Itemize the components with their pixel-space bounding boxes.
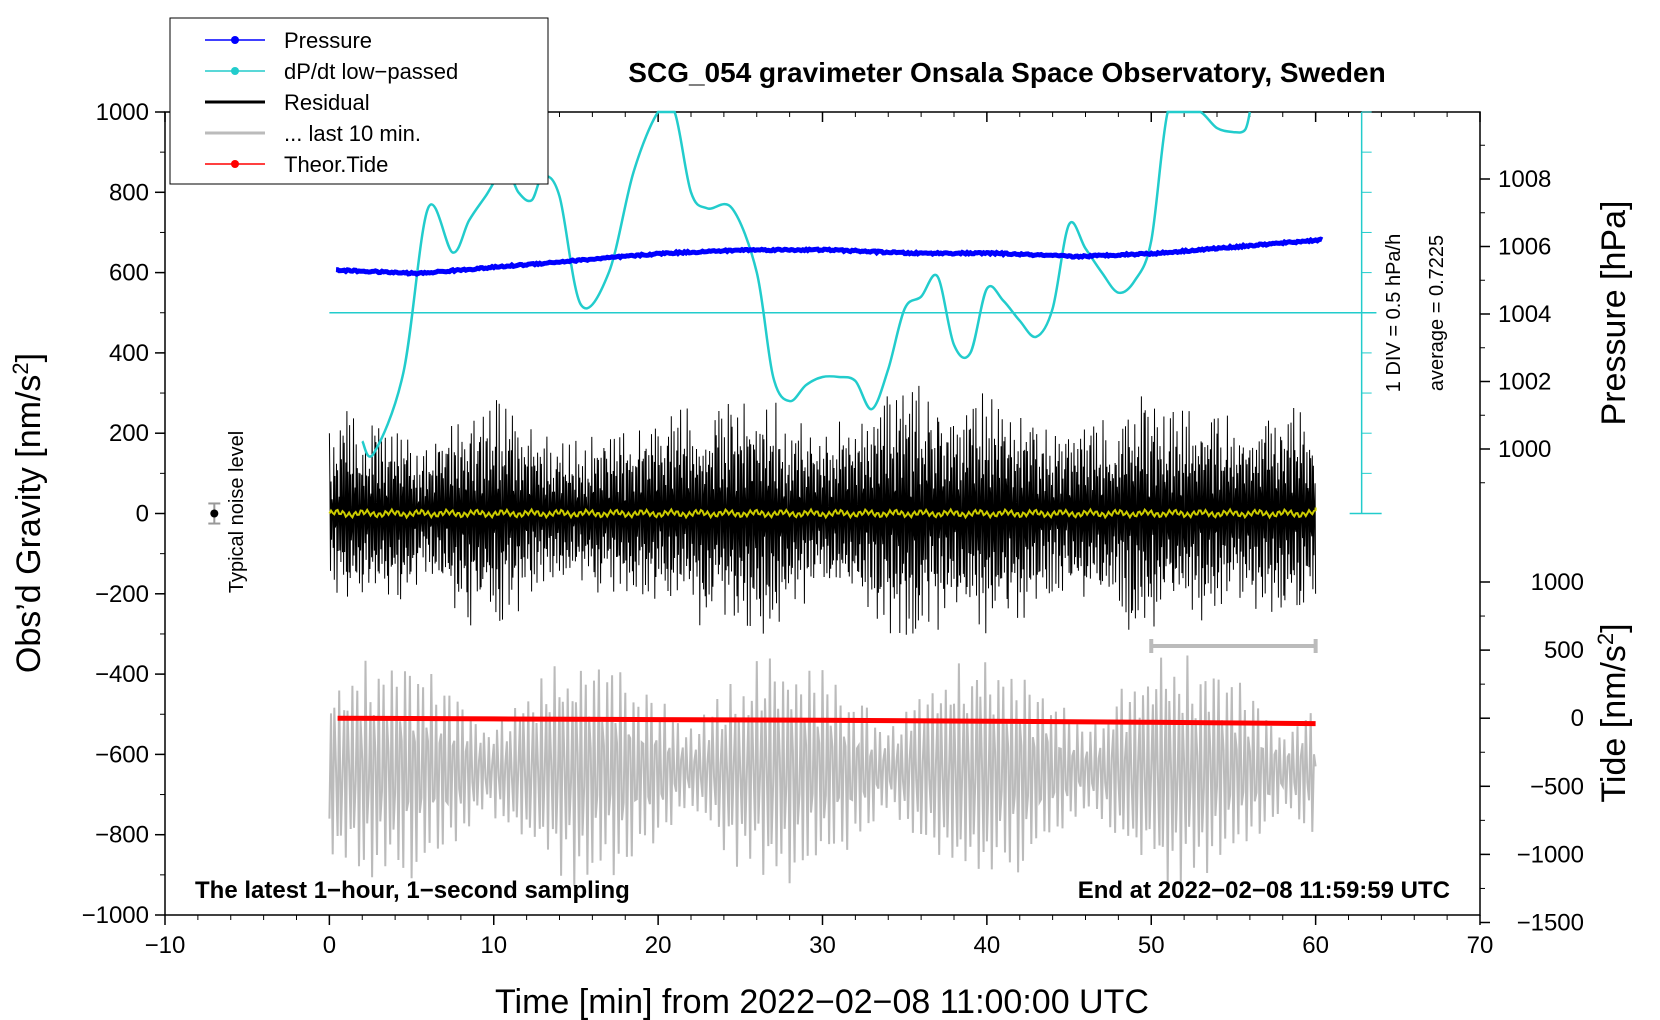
y-tick-label: −1000 xyxy=(82,902,149,929)
x-tick-label: 60 xyxy=(1302,932,1329,959)
x-tick-label: −10 xyxy=(145,932,186,959)
x-tick-label: 30 xyxy=(809,932,836,959)
y-tick-label: 400 xyxy=(109,340,149,367)
series-dpdt-low-passed xyxy=(361,110,1252,458)
tide-tick-label: 0 xyxy=(1571,705,1584,732)
y-axis-title-pressure: Pressure [hPa] xyxy=(1595,201,1633,426)
tide-axis-ticks: 1000 500 0 −500 −1000 −1500 xyxy=(1480,569,1584,937)
x-tick-label: 20 xyxy=(645,932,672,959)
tide-tick-label: 500 xyxy=(1544,637,1584,664)
y-tick-label: 1000 xyxy=(96,99,149,126)
x-tick-label: 70 xyxy=(1467,932,1494,959)
legend: Pressure dP/dt low−passed Residual ... last… xyxy=(205,28,458,177)
div-label: 1 DIV = 0.5 hPa/h xyxy=(1383,234,1405,392)
legend-marker xyxy=(231,67,239,75)
pressure-tick-label: 1002 xyxy=(1498,369,1551,396)
pressure-tick-label: 1004 xyxy=(1498,301,1551,328)
tide-tick-label: 1000 xyxy=(1531,569,1584,596)
pressure-tick-label: 1006 xyxy=(1498,234,1551,261)
note-end-time: End at 2022−02−08 11:59:59 UTC xyxy=(1078,877,1450,904)
series-residual-smooth xyxy=(328,507,1317,520)
y-tick-label: 600 xyxy=(109,260,149,287)
noise-point xyxy=(210,509,219,518)
y-tick-label: 0 xyxy=(136,501,149,528)
y-axis-ticks-left: 1000 800 600 400 200 0 −200 −400 −600 −800 −1000 xyxy=(82,99,165,929)
y-tick-label: −600 xyxy=(95,741,149,768)
last-10-min-window-bar xyxy=(1149,638,1318,653)
legend-marker xyxy=(231,36,239,44)
legend-label: Residual xyxy=(284,90,370,115)
series-residual xyxy=(328,385,1317,635)
y-tick-label: 200 xyxy=(109,420,149,447)
x-tick-label: 50 xyxy=(1138,932,1165,959)
chart-title: SCG_054 gravimeter Onsala Space Observat… xyxy=(628,57,1385,88)
series-last-10-min xyxy=(328,655,1317,887)
legend-label: Pressure xyxy=(284,28,372,53)
y-tick-label: 800 xyxy=(109,179,149,206)
legend-label: Theor.Tide xyxy=(284,152,388,177)
tide-tick-label: −1500 xyxy=(1517,910,1584,937)
pressure-tick-label: 1008 xyxy=(1498,166,1551,193)
tide-tick-label: −500 xyxy=(1530,773,1584,800)
x-axis-title: Time [min] from 2022−02−08 11:00:00 UTC xyxy=(495,983,1149,1020)
x-tick-label: 10 xyxy=(480,932,507,959)
y-tick-label: −400 xyxy=(95,661,149,688)
series-theor-tide xyxy=(337,715,1316,727)
series-pressure xyxy=(335,236,1324,277)
average-label: average = 0.7225 xyxy=(1426,235,1448,391)
y-axis-title-left: Obs’d Gravity [nm/s2] xyxy=(8,353,48,673)
noise-label: Typical noise level xyxy=(226,431,248,593)
x-tick-label: 0 xyxy=(323,932,336,959)
y-tick-label: −200 xyxy=(95,581,149,608)
note-sampling: The latest 1−hour, 1−second sampling xyxy=(195,877,630,904)
x-axis-ticks: −10 0 10 20 30 40 50 60 70 xyxy=(145,112,1494,959)
pressure-tick-label: 1000 xyxy=(1498,436,1551,463)
legend-marker xyxy=(231,160,239,168)
legend-label: dP/dt low−passed xyxy=(284,59,458,84)
y-tick-label: −800 xyxy=(95,822,149,849)
tide-tick-label: −1000 xyxy=(1517,841,1584,868)
pressure-axis-ticks: 1008 1006 1004 1002 1000 xyxy=(1480,144,1551,484)
legend-label: ... last 10 min. xyxy=(284,121,421,146)
y-axis-title-tide: Tide [nm/s2] xyxy=(1593,623,1633,802)
x-tick-label: 40 xyxy=(974,932,1001,959)
noise-level-marker xyxy=(208,502,221,525)
